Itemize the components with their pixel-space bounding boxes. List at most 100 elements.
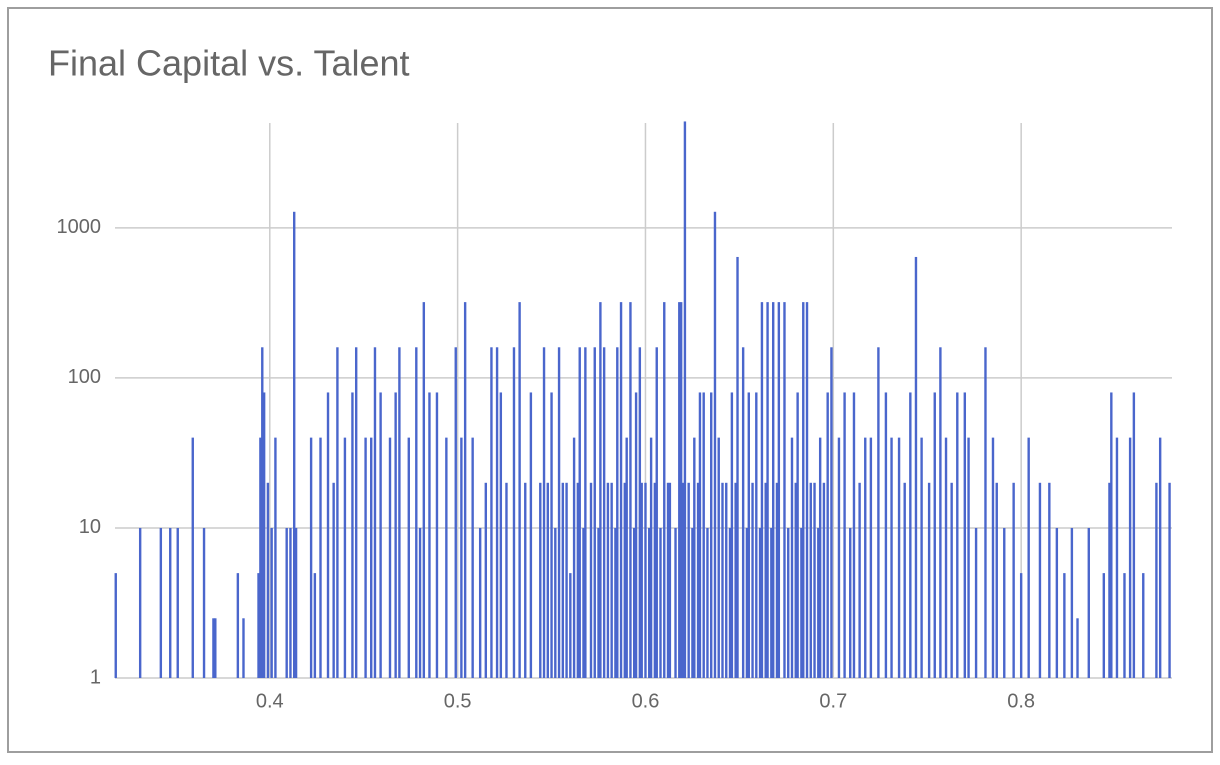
bar (373, 347, 377, 678)
bar (717, 437, 720, 678)
bar (584, 347, 587, 678)
bar (760, 302, 764, 678)
bar (499, 392, 503, 678)
chart-border (7, 7, 1213, 753)
x-tick-label: 0.6 (632, 690, 660, 712)
bar (967, 437, 970, 678)
bar (1063, 573, 1066, 678)
x-tick-label: 0.8 (1007, 690, 1035, 712)
bar (991, 437, 995, 678)
bar (1102, 573, 1106, 678)
bar (606, 482, 610, 678)
bar (289, 527, 292, 678)
bar (1142, 573, 1145, 678)
bar (830, 347, 833, 678)
bar (655, 347, 658, 678)
bar (1115, 437, 1119, 678)
bar (1055, 527, 1059, 678)
bar (747, 392, 750, 678)
x-tick-label: 0.7 (819, 690, 847, 712)
bar (261, 347, 264, 678)
bar (809, 482, 812, 678)
bar (702, 392, 705, 678)
bar (379, 392, 382, 678)
bar (512, 347, 516, 678)
bar (837, 437, 841, 678)
bar (576, 482, 580, 678)
chart-title: Final Capital vs. Talent (48, 43, 410, 84)
bar (1087, 527, 1090, 678)
bar (909, 392, 912, 678)
bar (294, 527, 298, 678)
bar (561, 482, 565, 678)
bar (678, 302, 681, 678)
bar (796, 392, 799, 678)
bar (542, 347, 546, 678)
bar (539, 482, 542, 678)
bar (490, 347, 493, 678)
bar (995, 482, 998, 678)
bar (336, 347, 339, 678)
bar (728, 527, 732, 678)
bar (640, 482, 643, 678)
bar (963, 392, 967, 678)
bar (343, 437, 347, 678)
bar (775, 482, 779, 678)
bar (554, 527, 557, 678)
bar (858, 482, 861, 678)
bar (202, 527, 206, 678)
bar (974, 527, 978, 678)
bar (843, 392, 846, 678)
bar (236, 573, 240, 678)
bar (610, 482, 613, 678)
bar (266, 482, 270, 678)
bar (1070, 527, 1074, 678)
bar (818, 437, 822, 678)
bar (212, 618, 215, 678)
bar (1168, 482, 1171, 678)
bar (524, 482, 527, 678)
bar (388, 437, 392, 678)
bar (629, 302, 632, 678)
bar (903, 482, 906, 678)
bar (1132, 392, 1136, 678)
bar (454, 347, 457, 678)
bar (471, 437, 474, 678)
bar (319, 437, 322, 678)
bar (745, 527, 749, 678)
bar (518, 302, 521, 678)
bar (1048, 482, 1051, 678)
bar (984, 347, 987, 678)
bar (787, 527, 790, 678)
bar (741, 347, 745, 678)
bar (309, 437, 313, 678)
bar (572, 437, 576, 678)
bar (634, 392, 638, 678)
bar (805, 302, 809, 678)
bar (794, 482, 797, 678)
bar (849, 527, 852, 678)
bar (826, 392, 829, 678)
bar (625, 437, 628, 678)
bar (257, 573, 260, 678)
bar (800, 527, 803, 678)
bar (313, 573, 317, 678)
bar (734, 482, 737, 678)
bar (1123, 573, 1126, 678)
bar (415, 347, 418, 678)
bar (550, 392, 553, 678)
bar (927, 482, 931, 678)
bar (790, 437, 794, 678)
bar (939, 347, 942, 678)
x-tick-label: 0.4 (256, 690, 284, 712)
bar (751, 482, 754, 678)
bar (710, 392, 713, 678)
bar (920, 437, 923, 678)
bar (864, 437, 867, 678)
bar (890, 437, 893, 678)
bar (529, 392, 533, 678)
bar (713, 211, 717, 678)
bar (495, 347, 499, 678)
bar (285, 527, 288, 678)
